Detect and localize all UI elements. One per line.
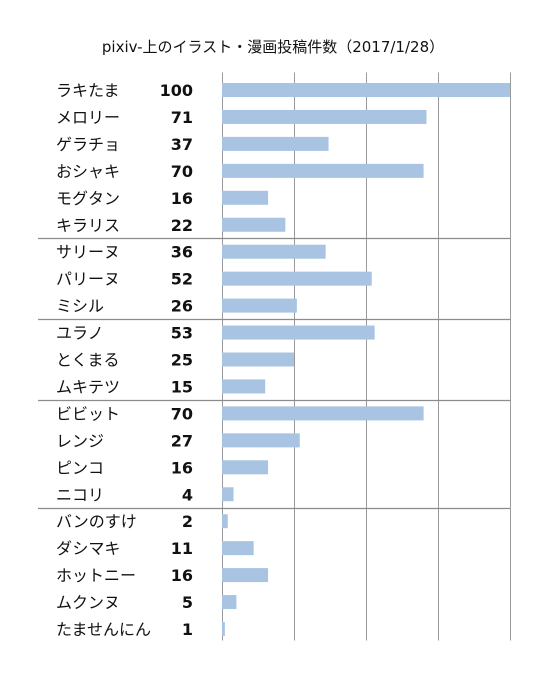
group-separators xyxy=(38,237,510,510)
bar xyxy=(222,379,266,394)
bar xyxy=(222,460,269,475)
bar xyxy=(222,568,269,583)
category-label: サリーヌ xyxy=(56,243,120,262)
category-label: ホットニー xyxy=(56,566,136,585)
value-label: 100 xyxy=(160,81,193,100)
bar xyxy=(222,514,228,529)
bar xyxy=(222,244,326,259)
value-label: 70 xyxy=(171,162,193,181)
category-label: ミシル xyxy=(56,297,104,316)
category-label: ビビット xyxy=(56,404,120,423)
labels: ラキたま 100 メロリー 71 ゲラチョ 37 おシャキ 70 モグタン 16 キラリス 22 サリー… xyxy=(56,81,193,639)
category-label: ムキテツ xyxy=(56,377,120,396)
value-label: 52 xyxy=(171,270,193,289)
bar xyxy=(222,190,269,205)
bar xyxy=(222,325,375,340)
value-label: 16 xyxy=(171,458,193,477)
bar xyxy=(222,163,424,178)
category-label: ダシマキ xyxy=(56,539,120,558)
value-label: 5 xyxy=(182,593,193,612)
value-label: 16 xyxy=(171,189,193,208)
bar xyxy=(222,83,510,97)
category-label: とくまる xyxy=(56,351,120,370)
category-label: おシャキ xyxy=(56,162,120,181)
category-label: ゲラチョ xyxy=(56,135,120,154)
value-label: 1 xyxy=(182,620,193,639)
value-label: 25 xyxy=(171,351,193,370)
bars xyxy=(222,83,510,636)
value-label: 22 xyxy=(171,216,193,235)
bar xyxy=(222,406,424,421)
category-label: メロリー xyxy=(56,108,120,127)
value-label: 11 xyxy=(171,539,193,558)
bar xyxy=(222,217,286,232)
value-label: 4 xyxy=(182,485,193,504)
category-label: ムクンヌ xyxy=(56,593,120,612)
bar xyxy=(222,271,372,286)
bar xyxy=(222,109,427,124)
value-label: 26 xyxy=(171,297,193,316)
category-label: ラキたま xyxy=(56,81,120,100)
category-label: たませんにん xyxy=(56,620,151,639)
category-label: バンのすけ xyxy=(56,512,137,531)
bar xyxy=(222,541,254,556)
value-label: 71 xyxy=(171,108,193,127)
value-label: 36 xyxy=(171,243,193,262)
bar xyxy=(222,352,294,367)
category-label: レンジ xyxy=(56,431,104,450)
value-label: 15 xyxy=(171,377,193,396)
category-label: キラリス xyxy=(56,216,120,235)
bar xyxy=(222,433,300,448)
bar xyxy=(222,487,234,502)
value-label: 27 xyxy=(171,431,193,450)
bar xyxy=(222,622,225,636)
bar xyxy=(222,136,329,151)
value-label: 2 xyxy=(182,512,193,531)
value-label: 70 xyxy=(171,404,193,423)
bar xyxy=(222,595,237,610)
chart-title: pixiv-上のイラスト・漫画投稿件数（2017/1/28） xyxy=(102,38,444,56)
bar xyxy=(222,298,297,313)
category-label: ニコリ xyxy=(56,485,104,504)
category-label: ユラノ xyxy=(56,324,104,343)
value-label: 16 xyxy=(171,566,193,585)
value-label: 53 xyxy=(171,324,193,343)
value-label: 37 xyxy=(171,135,193,154)
category-label: ピンコ xyxy=(56,458,104,477)
category-label: パリーヌ xyxy=(56,270,120,289)
category-label: モグタン xyxy=(56,189,120,208)
